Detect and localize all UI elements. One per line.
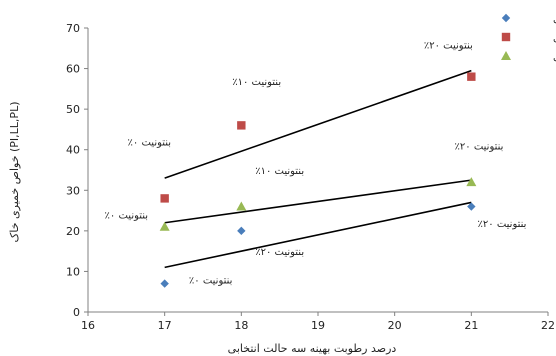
trend-line: [164, 179, 472, 224]
data-points: [159, 72, 477, 288]
annotation-label: بنتونیت ۰٪: [189, 276, 233, 287]
y-tick-label: 30: [66, 184, 80, 197]
data-point: [237, 226, 246, 236]
legend-marker: [501, 32, 511, 42]
trend-line: [164, 201, 472, 269]
y-axis-title: خواص خمیری خاک (PI,LL,PL): [8, 102, 21, 243]
annotation-label: بنتونیت ۲۰٪: [455, 142, 504, 153]
annotation-label: بنتونیت ۲۰٪: [478, 219, 527, 230]
legend-label: شاخص خمیری: [553, 14, 556, 25]
data-point: [466, 177, 477, 187]
axes: 0 10 20 30 40 50 60 70 16 17 18 19 20 21 22: [66, 22, 555, 332]
trend-line: [164, 69, 472, 179]
x-tick-label: 21: [464, 319, 478, 332]
x-axis-title: درصد رطوبت بهینه سه حالت انتخابی: [228, 342, 397, 355]
x-tick-label: 17: [158, 319, 172, 332]
trend-lines: [164, 69, 472, 269]
x-tick-label: 20: [388, 319, 402, 332]
x-tick-label: 19: [311, 319, 325, 332]
legend-label: حد روانی: [553, 33, 556, 44]
y-tick-label: 50: [66, 103, 80, 116]
annotation-label: بنتونیت ۱۰٪: [232, 77, 281, 88]
data-point: [467, 202, 476, 211]
annotation-label: بنتونیت ۲۰٪: [424, 40, 473, 51]
x-tick-label: 16: [81, 319, 95, 332]
legend-label: حد خمیری: [553, 52, 556, 63]
annotation-label: بنتونیت ۱۰٪: [255, 166, 304, 177]
annotation-label: بنتونیت ۰٪: [128, 138, 172, 149]
data-point: [159, 221, 170, 231]
annotation-label: بنتونیت ۰٪: [105, 211, 149, 222]
y-tick-label: 70: [66, 22, 80, 35]
x-tick-label: 18: [234, 319, 248, 332]
y-tick-label: 60: [66, 63, 80, 76]
x-tick-label: 22: [541, 319, 555, 332]
legend: شاخص خمیری حد روانی حد خمیری: [501, 13, 556, 63]
data-point: [160, 194, 169, 203]
legend-marker: [501, 13, 511, 23]
data-point: [237, 121, 246, 130]
y-tick-label: 10: [66, 265, 80, 278]
data-point: [160, 279, 169, 288]
y-tick-label: 40: [66, 144, 80, 157]
data-point: [236, 201, 247, 211]
annotation-label: بنتونیت ۲۰٪: [255, 247, 304, 258]
annotations: بنتونیت ۲۰٪ بنتونیت ۱۰٪ بنتونیت ۰٪ بنتونیت …: [105, 40, 527, 286]
data-point: [467, 72, 476, 81]
legend-marker: [501, 51, 511, 60]
y-tick-label: 20: [66, 225, 80, 238]
y-tick-label: 0: [73, 306, 80, 319]
